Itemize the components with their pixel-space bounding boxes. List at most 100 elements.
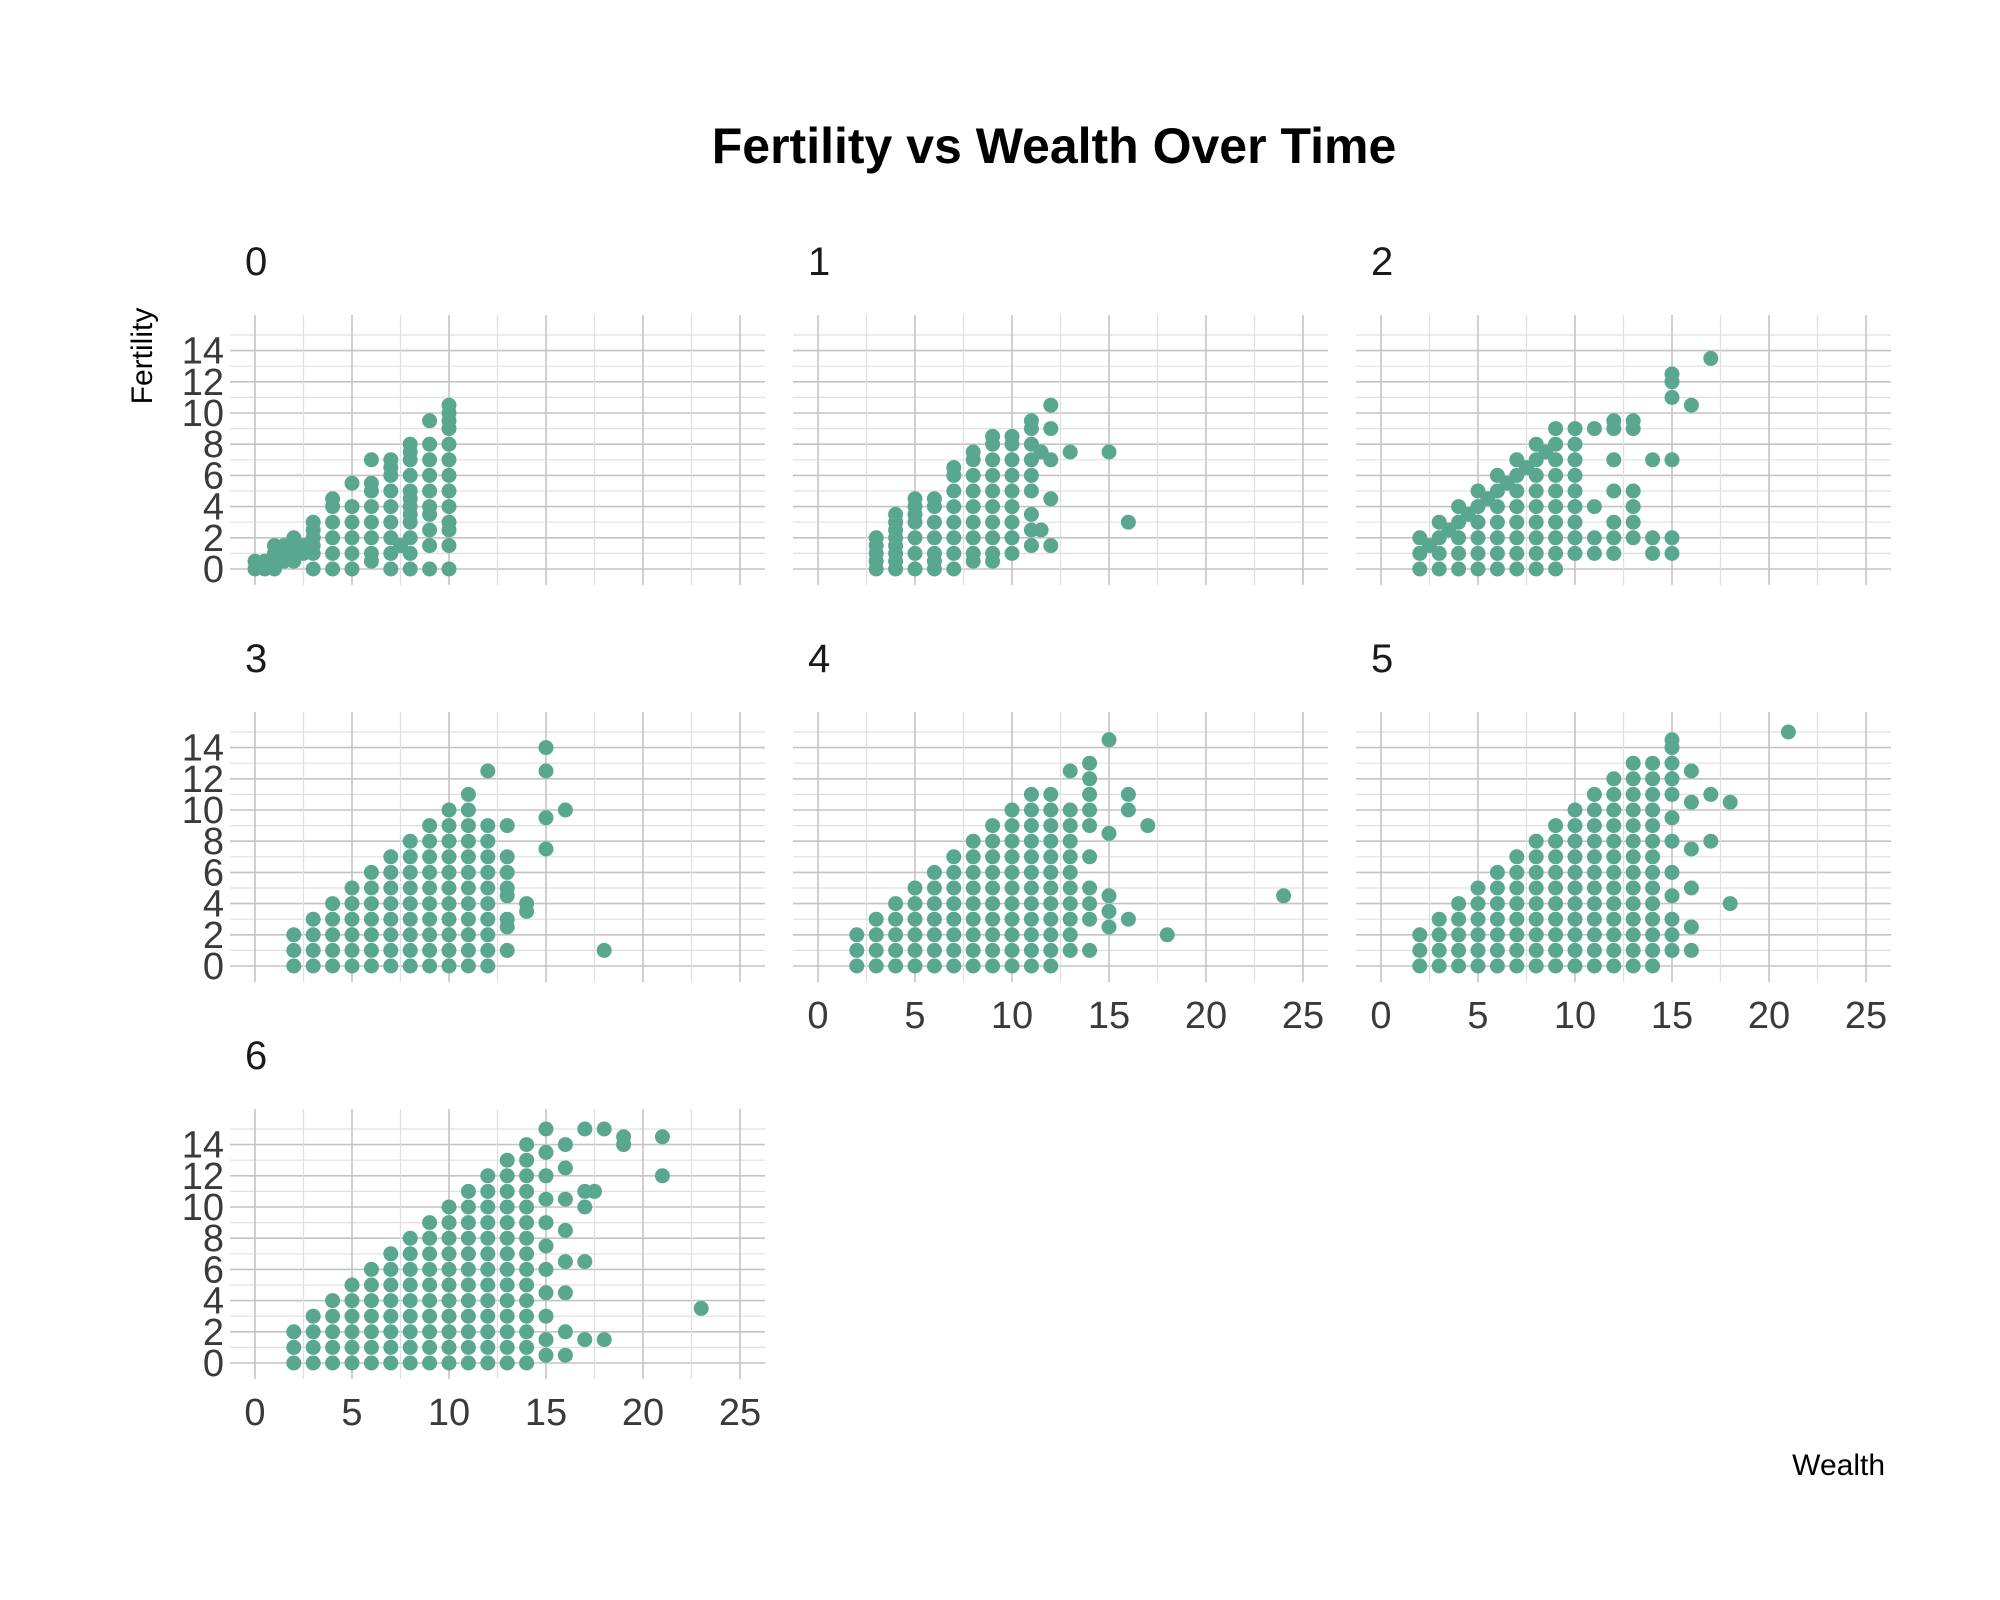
data-point — [460, 1339, 476, 1355]
data-point — [344, 1277, 360, 1293]
y-tick-label: 14 — [182, 1125, 224, 1167]
data-point — [441, 1277, 457, 1293]
x-tick-label: 5 — [341, 1392, 362, 1434]
data-point — [344, 1324, 360, 1340]
x-tick-label: 5 — [1467, 995, 1488, 1037]
data-point — [363, 1308, 379, 1324]
data-point — [460, 833, 476, 849]
data-point — [985, 880, 1001, 896]
data-point — [441, 467, 457, 483]
data-point — [344, 475, 360, 491]
data-point — [1664, 771, 1680, 787]
data-point — [1722, 896, 1738, 912]
data-point — [305, 958, 321, 974]
data-point — [985, 530, 1001, 546]
data-point — [499, 1324, 515, 1340]
data-point — [383, 1293, 399, 1309]
data-point — [888, 942, 904, 958]
data-point — [1703, 833, 1719, 849]
data-point — [1489, 561, 1505, 577]
data-point — [1489, 545, 1505, 561]
data-point — [1489, 911, 1505, 927]
data-point — [344, 911, 360, 927]
data-point — [1548, 942, 1564, 958]
data-point — [1625, 927, 1641, 943]
data-point — [480, 1183, 496, 1199]
data-point — [402, 864, 418, 880]
data-point — [402, 1261, 418, 1277]
data-point — [1489, 514, 1505, 530]
data-point — [480, 1199, 496, 1215]
data-point — [499, 942, 515, 958]
data-point — [1567, 467, 1583, 483]
data-point — [1645, 864, 1661, 880]
data-point — [1625, 786, 1641, 802]
data-point — [1082, 786, 1098, 802]
data-point — [325, 1293, 341, 1309]
data-point — [1101, 732, 1117, 748]
data-point — [344, 545, 360, 561]
data-point — [422, 1246, 438, 1262]
data-point — [985, 849, 1001, 865]
data-point — [1548, 483, 1564, 499]
data-point — [1586, 786, 1602, 802]
data-point — [1043, 911, 1059, 927]
x-gridlines — [254, 315, 741, 585]
data-point — [557, 1285, 573, 1301]
data-point — [519, 1308, 535, 1324]
data-point — [1548, 818, 1564, 834]
data-point — [1645, 958, 1661, 974]
data-point — [422, 436, 438, 452]
data-point — [946, 530, 962, 546]
data-point — [519, 1246, 535, 1262]
data-point — [538, 1215, 554, 1231]
data-point — [383, 880, 399, 896]
data-point — [1683, 942, 1699, 958]
data-point — [363, 958, 379, 974]
data-point — [965, 880, 981, 896]
data-point — [1683, 794, 1699, 810]
data-point — [1470, 514, 1486, 530]
data-point — [480, 1261, 496, 1277]
data-point — [480, 833, 496, 849]
data-point — [577, 1121, 593, 1137]
data-point — [1082, 880, 1098, 896]
facet-label: 2 — [1371, 240, 1393, 284]
data-point — [363, 1293, 379, 1309]
x-tick-label: 0 — [244, 1392, 265, 1434]
y-tick-label: 8 — [203, 424, 224, 466]
data-point — [985, 927, 1001, 943]
data-point — [344, 1355, 360, 1371]
data-point — [422, 1277, 438, 1293]
data-point — [926, 530, 942, 546]
data-point — [1625, 483, 1641, 499]
data-point — [926, 958, 942, 974]
data-point — [422, 561, 438, 577]
x-tick-label: 0 — [1370, 995, 1391, 1037]
facet-panel: 5 0 5 10 15 20 25 — [1356, 637, 1891, 1037]
data-point — [1004, 545, 1020, 561]
data-point — [422, 1293, 438, 1309]
data-point — [1412, 561, 1428, 577]
chart-title: Fertility vs Wealth Over Time — [712, 118, 1397, 174]
data-point — [1004, 958, 1020, 974]
data-point — [1567, 483, 1583, 499]
data-point — [499, 1355, 515, 1371]
data-point — [383, 911, 399, 927]
data-point — [907, 942, 923, 958]
data-point — [499, 911, 515, 927]
data-point — [907, 530, 923, 546]
data-point — [926, 896, 942, 912]
data-point — [1528, 467, 1544, 483]
data-point — [441, 452, 457, 468]
data-point — [422, 522, 438, 538]
data-point — [946, 880, 962, 896]
x-tick-label: 20 — [622, 1392, 664, 1434]
data-point — [1586, 833, 1602, 849]
data-point — [519, 1324, 535, 1340]
data-point — [460, 1293, 476, 1309]
data-point — [1645, 786, 1661, 802]
data-point — [383, 1324, 399, 1340]
